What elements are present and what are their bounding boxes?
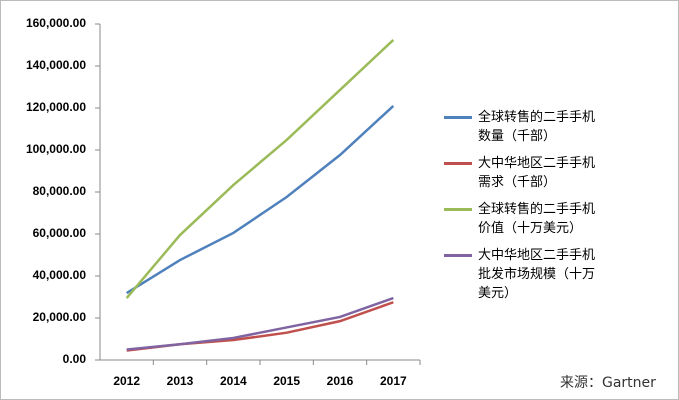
legend-label: 大中华地区二手手机需求（千部） (478, 156, 596, 190)
series-line (126, 104, 395, 295)
y-tick-label: 20,000.00 (33, 310, 87, 324)
y-tick-label: 120,000.00 (26, 100, 86, 114)
x-tick-label: 2016 (327, 374, 354, 388)
legend-item: 全球转售的二手手机数量（千部） (444, 108, 604, 146)
legend-swatch (444, 116, 472, 119)
x-tick-label: 2017 (380, 374, 407, 388)
y-tick-label: 60,000.00 (33, 226, 87, 240)
legend-swatch (444, 254, 472, 257)
y-tick-label: 80,000.00 (33, 184, 87, 198)
y-tick-label: 40,000.00 (33, 268, 87, 282)
legend-swatch (444, 208, 472, 211)
source: 来源：Gartner (560, 375, 656, 391)
legend-label: 大中华地区二手手机批发市场规模（十万美元） (478, 248, 596, 301)
legend-item: 大中华地区二手手机批发市场规模（十万美元） (444, 246, 604, 303)
y-tick-label: 100,000.00 (26, 142, 86, 156)
x-tick-label: 2014 (220, 374, 247, 388)
legend-item: 大中华地区二手手机需求（千部） (444, 154, 604, 192)
legend-label: 全球转售的二手手机价值（十万美元） (478, 202, 596, 236)
legend-label: 全球转售的二手手机数量（千部） (478, 110, 596, 144)
series-line (125, 39, 395, 299)
legend-item: 全球转售的二手手机价值（十万美元） (444, 200, 604, 238)
x-tick-label: 2012 (113, 374, 140, 388)
series-line (126, 301, 394, 352)
legend: 全球转售的二手手机数量（千部） 大中华地区二手手机需求（千部） 全球转售的二手手机价… (444, 108, 604, 311)
y-tick-label: 160,000.00 (26, 16, 86, 30)
x-tick-label: 2013 (167, 374, 194, 388)
legend-swatch (444, 162, 472, 165)
series-line (126, 296, 394, 351)
y-tick-label: 140,000.00 (26, 58, 86, 72)
y-tick-label: 0.00 (63, 352, 87, 366)
x-tick-label: 2015 (273, 374, 300, 388)
